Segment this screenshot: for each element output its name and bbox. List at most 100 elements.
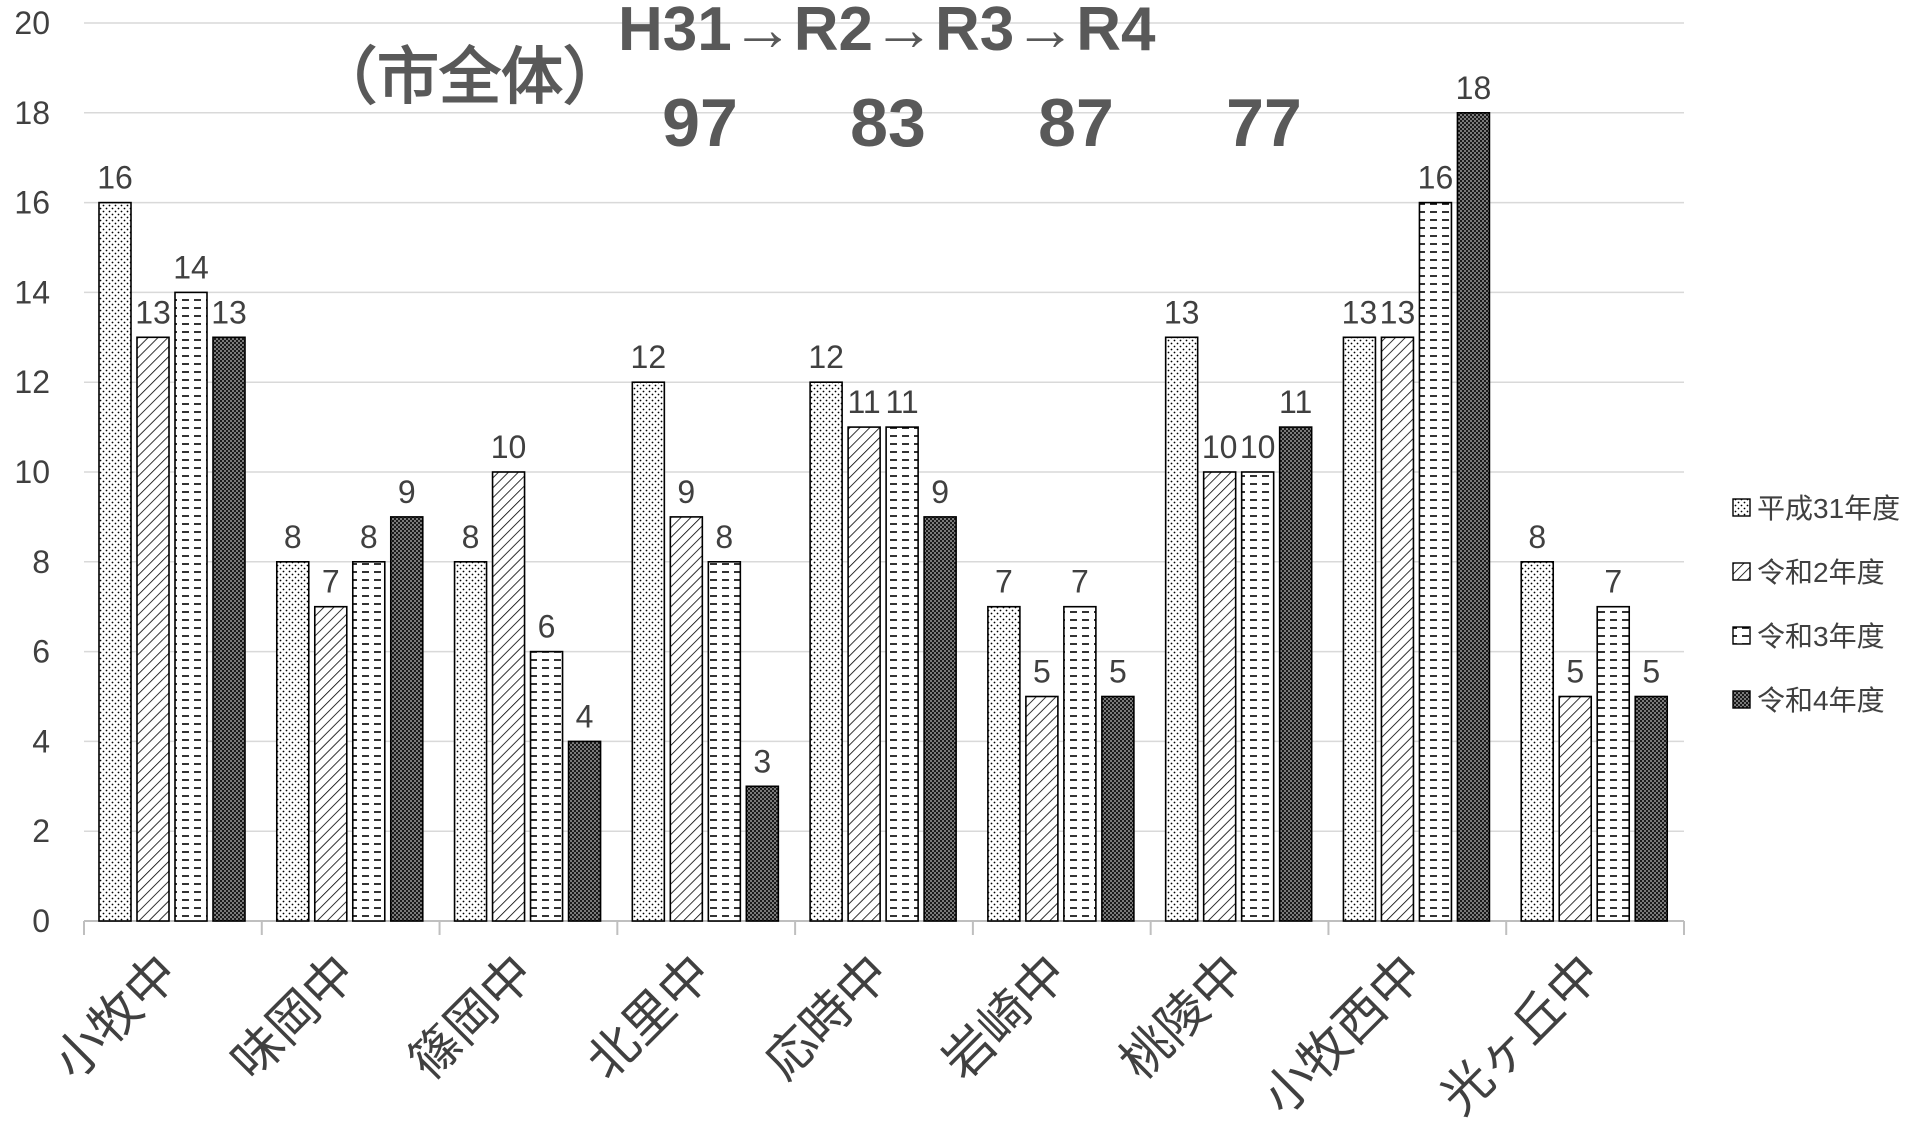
data-label: 13 xyxy=(1380,294,1416,330)
bar xyxy=(212,336,246,922)
bar xyxy=(809,381,843,922)
data-label: 7 xyxy=(1604,564,1622,600)
bar xyxy=(567,740,602,922)
data-label: 7 xyxy=(322,564,340,600)
bar xyxy=(1063,605,1097,922)
y-tick-label: 12 xyxy=(14,364,50,400)
bars xyxy=(98,112,1669,922)
bar xyxy=(1380,336,1415,922)
bar xyxy=(745,785,780,922)
x-tick-label: 岩崎中 xyxy=(932,944,1078,1090)
bar xyxy=(275,560,310,922)
data-label: 13 xyxy=(135,294,171,330)
bar xyxy=(669,516,704,922)
x-tick-label: 小牧西中 xyxy=(1252,944,1433,1125)
data-label: 9 xyxy=(931,474,949,510)
bar xyxy=(707,560,742,922)
data-label: 6 xyxy=(538,609,556,645)
bar xyxy=(174,291,208,922)
x-tick-label: 小牧中 xyxy=(43,944,189,1090)
bar xyxy=(1025,695,1059,922)
data-label: 5 xyxy=(1642,654,1660,690)
legend-label: 平成31年度 xyxy=(1757,493,1900,524)
y-tick-label: 20 xyxy=(14,5,50,41)
bar xyxy=(1101,695,1135,922)
data-label: 10 xyxy=(1202,429,1238,465)
y-tick-label: 2 xyxy=(32,813,50,849)
data-label: 12 xyxy=(631,339,667,375)
legend-label: 令和3年度 xyxy=(1757,621,1885,652)
title-total-h31: 97 xyxy=(662,85,738,161)
legend-swatch xyxy=(1732,562,1751,581)
data-label: 13 xyxy=(1164,294,1200,330)
bar xyxy=(1418,201,1453,922)
data-label: 4 xyxy=(576,698,594,734)
bar xyxy=(389,516,424,922)
bar xyxy=(529,650,564,922)
x-tick-label: 光ヶ丘中 xyxy=(1430,944,1611,1125)
bar xyxy=(923,516,957,922)
data-label: 8 xyxy=(462,519,480,555)
x-tick-label: 北里中 xyxy=(576,944,722,1090)
title-total-r2: 83 xyxy=(850,85,926,161)
legend-swatch xyxy=(1732,626,1751,645)
bar xyxy=(1278,426,1313,922)
data-label: 14 xyxy=(173,249,209,285)
x-tick-label: 篠岡中 xyxy=(399,944,545,1090)
y-tick-label: 10 xyxy=(14,454,50,490)
legend-label: 令和4年度 xyxy=(1757,685,1885,716)
bar xyxy=(98,201,132,922)
data-label: 10 xyxy=(1240,429,1276,465)
data-label: 13 xyxy=(211,294,247,330)
data-label: 12 xyxy=(808,339,844,375)
bar xyxy=(1520,560,1555,922)
bar xyxy=(136,336,170,922)
data-label: 7 xyxy=(995,564,1013,600)
y-tick-label: 16 xyxy=(14,185,50,221)
legend-label: 令和2年度 xyxy=(1757,557,1885,588)
data-label: 16 xyxy=(1418,160,1454,196)
x-tick-label: 応時中 xyxy=(754,944,900,1090)
legend-swatch xyxy=(1732,498,1751,517)
bar xyxy=(453,560,488,922)
data-label: 11 xyxy=(886,384,919,420)
x-tick-label: 桃陵中 xyxy=(1110,944,1256,1090)
bar xyxy=(847,426,881,922)
y-tick-label: 18 xyxy=(14,95,50,131)
bar xyxy=(313,605,348,922)
y-tick-label: 14 xyxy=(14,274,50,310)
data-label: 18 xyxy=(1456,70,1492,106)
bar xyxy=(987,605,1021,922)
data-label: 9 xyxy=(398,474,416,510)
bar xyxy=(1202,471,1237,922)
bar xyxy=(1240,471,1275,922)
bar xyxy=(885,426,919,922)
data-label: 16 xyxy=(97,160,133,196)
bar xyxy=(1558,695,1593,922)
bar xyxy=(351,560,386,922)
data-label: 9 xyxy=(677,474,695,510)
data-label: 5 xyxy=(1033,654,1051,690)
bar xyxy=(1596,605,1631,922)
x-tick-label: 味岡中 xyxy=(221,944,367,1090)
bar xyxy=(491,471,526,922)
bar xyxy=(631,381,666,922)
title-years: H31→R2→R3→R4 xyxy=(618,0,1156,64)
data-label: 11 xyxy=(848,384,881,420)
bar xyxy=(1342,336,1377,922)
bar xyxy=(1456,112,1491,922)
bar xyxy=(1634,695,1669,922)
y-tick-label: 6 xyxy=(32,634,50,670)
title-total-r3: 87 xyxy=(1038,85,1114,161)
data-label: 8 xyxy=(715,519,733,555)
gridlines xyxy=(84,22,1684,832)
data-label: 10 xyxy=(491,429,527,465)
title-total-r4: 77 xyxy=(1226,85,1302,161)
data-label: 8 xyxy=(1528,519,1546,555)
data-label: 11 xyxy=(1279,384,1312,420)
data-label: 3 xyxy=(753,743,771,779)
data-label: 5 xyxy=(1566,654,1584,690)
